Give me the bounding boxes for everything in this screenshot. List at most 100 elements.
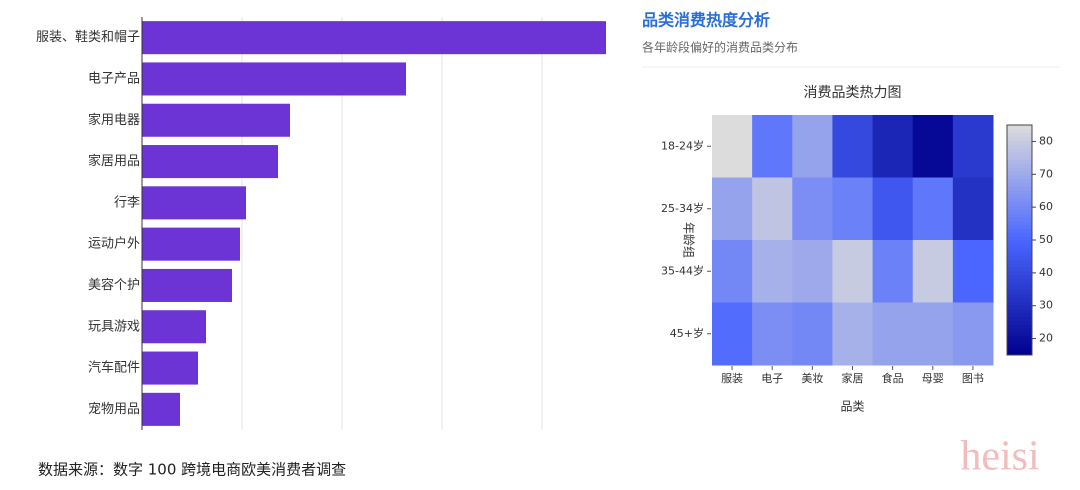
colorbar-segment — [1007, 320, 1032, 325]
colorbar-segment — [1007, 339, 1032, 344]
panel-title: 品类消费热度分析 — [642, 11, 770, 30]
x-tick-label: 服装 — [721, 372, 743, 385]
heatmap-cell — [712, 177, 753, 241]
colorbar-segment — [1007, 217, 1032, 222]
y-tick-label: 35-44岁 — [661, 263, 704, 277]
y-tick-label: 45+岁 — [670, 326, 704, 340]
heatmap-cell — [912, 177, 954, 241]
x-tick-label: 美妆 — [801, 372, 823, 385]
colorbar-segment — [1007, 190, 1032, 195]
colorbar-segment — [1007, 136, 1032, 141]
colorbar-segment — [1007, 167, 1032, 172]
colorbar-segment — [1007, 286, 1032, 291]
heatmap-title: 消费品类热力图 — [804, 85, 902, 101]
colorbar-segment — [1007, 240, 1032, 245]
colorbar-segment — [1007, 171, 1032, 176]
heatmap-cell — [872, 177, 914, 241]
category-label: 电子产品 — [88, 71, 140, 86]
category-label: 家居用品 — [88, 153, 140, 169]
colorbar-segment — [1007, 293, 1032, 298]
heatmap-cell — [832, 302, 874, 366]
bar — [142, 145, 278, 179]
colorbar-segment — [1007, 163, 1032, 168]
bar — [142, 103, 290, 137]
heatmap-cell — [792, 240, 833, 303]
heatmap-cell — [832, 115, 874, 178]
bar — [142, 186, 246, 220]
colorbar-segment — [1007, 247, 1032, 252]
heatmap-cell — [872, 240, 914, 303]
bar — [142, 392, 180, 426]
colorbar-tick-label: 70 — [1039, 167, 1053, 180]
colorbar-segment — [1007, 201, 1032, 206]
heatmap-cell — [752, 302, 793, 366]
colorbar-segment — [1007, 209, 1032, 214]
colorbar-segment — [1007, 332, 1032, 337]
colorbar-segment — [1007, 213, 1032, 218]
colorbar-segment — [1007, 182, 1032, 187]
category-label: 服装、鞋类和帽子 — [36, 29, 140, 45]
heatmap-cell — [872, 302, 914, 366]
colorbar-segment — [1007, 266, 1032, 272]
colorbar-segment — [1007, 335, 1032, 341]
bar — [142, 268, 232, 302]
x-axis-label: 品类 — [840, 400, 864, 414]
colorbar-segment — [1007, 251, 1032, 256]
colorbar-segment — [1007, 305, 1032, 310]
colorbar-tick-label: 30 — [1039, 299, 1053, 312]
colorbar-segment — [1007, 236, 1032, 241]
bar — [142, 351, 198, 385]
heatmap-cell — [872, 115, 914, 178]
heatmap-cell — [832, 240, 874, 303]
colorbar-segment — [1007, 194, 1032, 199]
category-label: 宠物用品 — [88, 401, 140, 417]
colorbar-tick-label: 40 — [1039, 266, 1053, 279]
x-tick-label: 食品 — [882, 371, 904, 385]
colorbar-segment — [1007, 324, 1032, 329]
heatmap-cell — [792, 177, 833, 241]
colorbar-segment — [1007, 220, 1032, 226]
y-axis-label: 年龄组 — [682, 222, 696, 258]
colorbar-segment — [1007, 224, 1032, 229]
colorbar-segment — [1007, 178, 1032, 183]
heatmap-cell — [752, 177, 793, 241]
heatmap-cell — [952, 302, 994, 366]
heatmap-cell — [912, 302, 954, 366]
x-tick-label: 图书 — [962, 372, 984, 385]
y-tick-label: 25-34岁 — [661, 201, 704, 215]
colorbar-tick-label: 80 — [1039, 134, 1053, 147]
colorbar-segment — [1007, 282, 1032, 287]
heatmap-cell — [952, 115, 994, 178]
heatmap-cell — [712, 115, 753, 178]
heatmap-cell — [912, 240, 954, 303]
colorbar-segment — [1007, 328, 1032, 333]
heatmap-cell — [752, 115, 793, 178]
colorbar-segment — [1007, 144, 1032, 149]
colorbar-segment — [1007, 186, 1032, 191]
colorbar-tick-label: 60 — [1039, 200, 1053, 213]
heatmap-cell — [952, 177, 994, 241]
colorbar-segment — [1007, 132, 1032, 137]
colorbar-segment — [1007, 347, 1032, 352]
colorbar-segment — [1007, 255, 1032, 260]
category-label: 行李 — [114, 195, 140, 210]
colorbar-segment — [1007, 343, 1032, 348]
colorbar-segment — [1007, 228, 1032, 233]
source-note: 数据来源：数字 100 跨境电商欧美消费者调查 — [38, 461, 346, 479]
bar — [142, 62, 406, 96]
colorbar-segment — [1007, 263, 1032, 268]
colorbar-segment — [1007, 128, 1032, 134]
heatmap-cell — [792, 115, 833, 178]
heatmap-cell — [912, 115, 954, 178]
category-label: 美容个护 — [88, 277, 140, 293]
colorbar-segment — [1007, 289, 1032, 295]
colorbar-segment — [1007, 270, 1032, 275]
colorbar-segment — [1007, 140, 1032, 145]
colorbar-tick-label: 50 — [1039, 233, 1053, 246]
colorbar-segment — [1007, 205, 1032, 210]
x-tick-label: 电子 — [761, 372, 783, 385]
bar — [142, 227, 240, 261]
colorbar-segment — [1007, 301, 1032, 306]
category-label: 玩具游戏 — [88, 319, 140, 334]
